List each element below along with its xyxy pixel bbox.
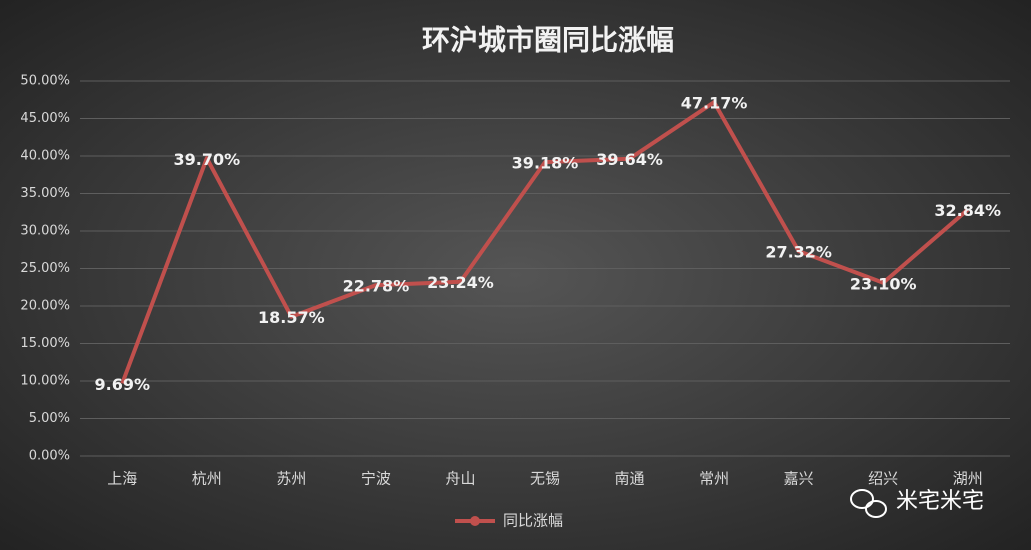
y-tick-label: 15.00% [20, 336, 70, 351]
data-label: 27.32% [765, 243, 832, 262]
watermark-icon [850, 489, 887, 518]
line [120, 100, 970, 385]
data-label: 23.10% [850, 274, 917, 293]
x-tick-label: 常州 [699, 470, 729, 488]
chart-title: 环沪城市圈同比涨幅 [422, 24, 674, 57]
x-tick-label: 南通 [615, 470, 645, 488]
x-tick-label: 苏州 [276, 470, 306, 488]
x-tick-label: 绍兴 [868, 470, 898, 488]
data-label: 18.57% [258, 308, 325, 327]
y-tick-label: 20.00% [20, 299, 70, 314]
x-tick-label: 杭州 [192, 470, 222, 488]
legend-label: 同比涨幅 [503, 512, 563, 530]
x-tick-label: 嘉兴 [784, 470, 814, 488]
y-tick-label: 0.00% [29, 449, 70, 464]
data-label: 39.70% [173, 150, 240, 169]
x-tick-label: 宁波 [361, 470, 391, 488]
data-label: 22.78% [343, 277, 410, 296]
x-tick-label: 湖州 [953, 470, 983, 488]
y-tick-label: 10.00% [20, 374, 70, 389]
data-label: 32.84% [934, 201, 1001, 220]
y-tick-label: 25.00% [20, 261, 70, 276]
data-label: 39.18% [512, 154, 579, 173]
x-tick-label: 无锡 [530, 470, 560, 488]
y-tick-label: 5.00% [29, 411, 70, 426]
y-tick-label: 45.00% [20, 111, 70, 126]
data-label: 23.24% [427, 273, 494, 292]
y-tick-label: 35.00% [20, 186, 70, 201]
watermark: 米宅米宅 [896, 489, 984, 514]
y-tick-label: 50.00% [20, 74, 70, 89]
y-tick-label: 40.00% [20, 149, 70, 164]
data-label: 47.17% [681, 94, 748, 113]
legend-marker [470, 516, 480, 526]
data-label: 9.69% [95, 375, 151, 394]
y-tick-label: 30.00% [20, 224, 70, 239]
x-tick-label: 舟山 [445, 470, 475, 488]
data-label: 39.64% [596, 150, 663, 169]
x-tick-label: 上海 [107, 470, 137, 488]
